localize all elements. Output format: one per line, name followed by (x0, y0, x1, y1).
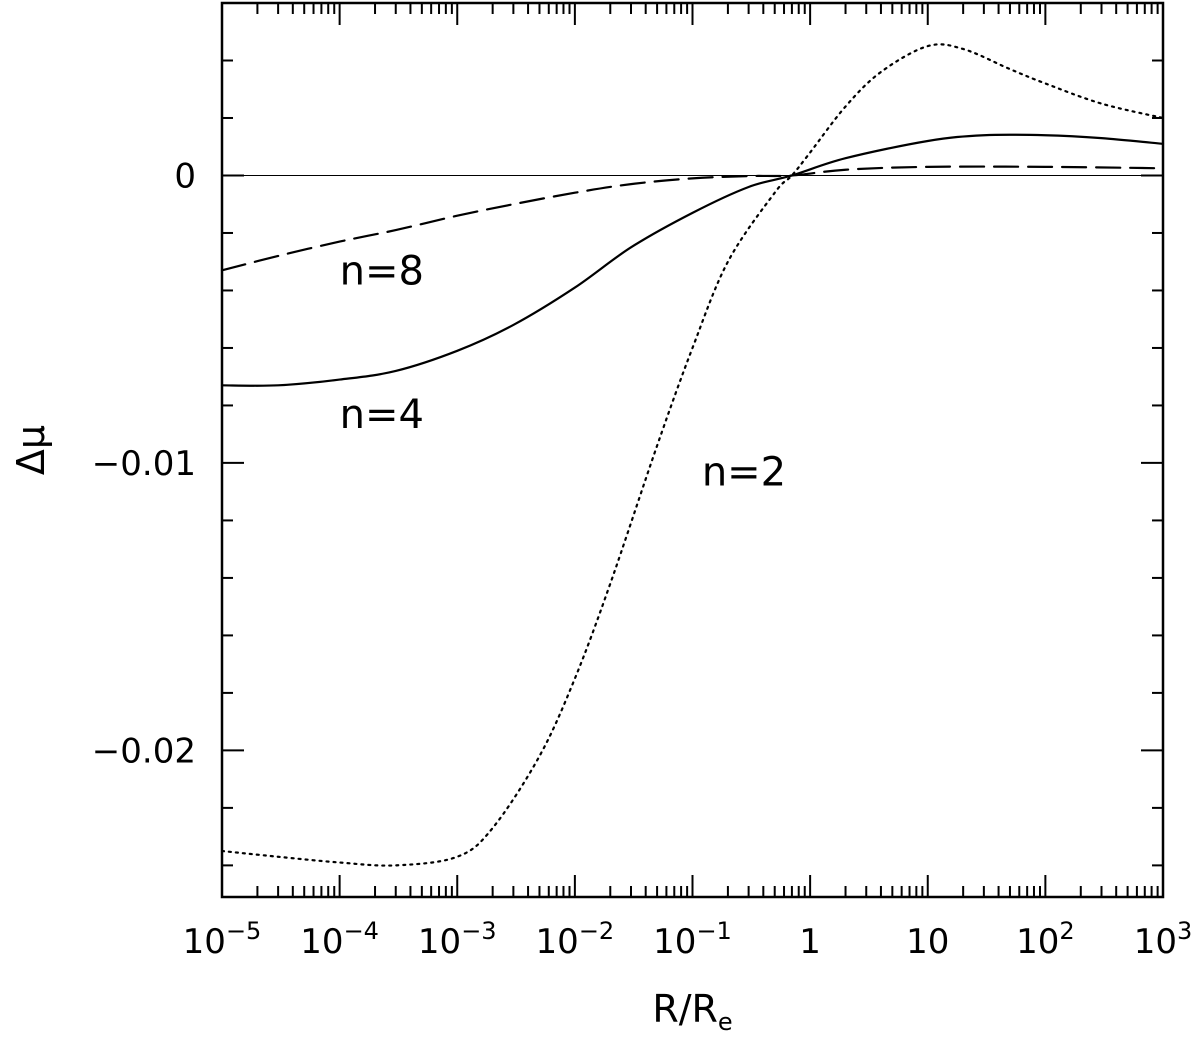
x-tick-label-exponent: −2 (579, 917, 614, 945)
y-tick-label: −0.01 (92, 444, 196, 484)
x-tick-label: 10−3 (418, 917, 497, 962)
series-line-n-2 (220, 43, 1165, 867)
series-labels: n=8 n=4 n=2 (340, 248, 787, 495)
series-line-n-4 (220, 133, 1165, 387)
x-tick-labels: 10−5 10−4 10−3 10−2 10−1 1 10 102 103 (183, 917, 1193, 962)
x-tick-label-base: 10 (536, 922, 579, 962)
series-line-n-8 (220, 165, 1165, 272)
y-tick-label: −0.02 (92, 731, 196, 771)
x-tick-label-exponent: −1 (696, 917, 731, 945)
series-label-n-8: n=8 (340, 248, 424, 294)
x-tick-label: 103 (1134, 917, 1193, 962)
x-tick-label: 10 (906, 922, 949, 962)
y-tick-label: 0 (174, 156, 196, 196)
x-tick-label-base: 1 (799, 922, 821, 962)
x-tick-label: 10−1 (653, 917, 732, 962)
x-tick-label: 1 (799, 922, 821, 962)
x-tick-label-base: 10 (300, 922, 343, 962)
x-tick-label-base: 10 (1134, 922, 1177, 962)
x-tick-label-base: 10 (906, 922, 949, 962)
plot-frame (220, 1, 1165, 899)
axis-ticks (221, 2, 1163, 897)
series-label-n-2: n=2 (702, 450, 786, 496)
x-tick-label-exponent: −4 (344, 917, 379, 945)
y-axis-title: Δμ (9, 425, 53, 475)
x-axis-title-subscript: e (718, 1008, 733, 1036)
x-tick-label-base: 10 (653, 922, 696, 962)
series-lines (220, 43, 1165, 867)
x-tick-label-exponent: 3 (1177, 917, 1192, 945)
x-tick-label-base: 10 (418, 922, 461, 962)
x-tick-label-base: 10 (183, 922, 226, 962)
x-tick-label-base: 10 (1016, 922, 1059, 962)
x-tick-label-exponent: −3 (461, 917, 496, 945)
x-tick-label-exponent: −5 (226, 917, 261, 945)
x-tick-label: 102 (1016, 917, 1075, 962)
x-tick-label: 10−4 (300, 917, 379, 962)
x-tick-label-exponent: 2 (1059, 917, 1074, 945)
x-tick-label: 10−2 (536, 917, 615, 962)
series-label-n-4: n=4 (340, 392, 424, 438)
x-axis-title-main: R/R (652, 987, 718, 1031)
x-tick-label: 10−5 (183, 917, 262, 962)
x-axis-title: R/Re (652, 987, 732, 1036)
y-tick-labels: 0 −0.01 −0.02 (92, 156, 196, 771)
